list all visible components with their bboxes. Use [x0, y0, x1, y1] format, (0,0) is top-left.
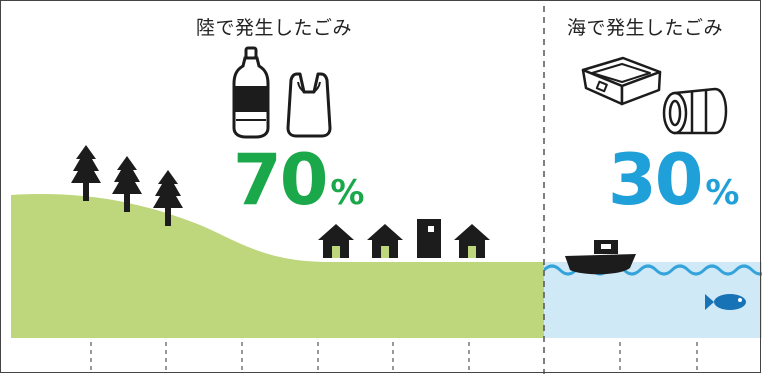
- plastic-bottle-icon: [232, 46, 270, 139]
- sea-percentage: 30%: [608, 145, 740, 215]
- fish-icon: [705, 294, 746, 310]
- tree-icon: [112, 156, 142, 212]
- styrofoam-box-icon: [581, 56, 662, 106]
- bottom-ruler: [90, 342, 698, 374]
- house-icon: [367, 224, 403, 258]
- drum-can-icon: [662, 87, 728, 135]
- fishing-boat-icon: [565, 240, 636, 275]
- house-icon: [454, 224, 490, 258]
- tree-icon: [71, 145, 101, 201]
- sea-percentage-unit: %: [705, 173, 740, 213]
- building-icon: [417, 219, 441, 258]
- land-hill: [11, 194, 544, 338]
- tree-icon: [153, 170, 183, 226]
- land-percentage: 70%: [233, 145, 365, 215]
- land-percentage-value: 70: [233, 139, 328, 221]
- sea-percentage-value: 30: [608, 139, 703, 221]
- house-icon: [318, 224, 354, 258]
- land-percentage-unit: %: [330, 173, 365, 213]
- sea-title: 海で発生したごみ: [567, 17, 724, 39]
- plastic-bag-icon: [286, 72, 332, 138]
- land-title: 陸で発生したごみ: [196, 17, 353, 39]
